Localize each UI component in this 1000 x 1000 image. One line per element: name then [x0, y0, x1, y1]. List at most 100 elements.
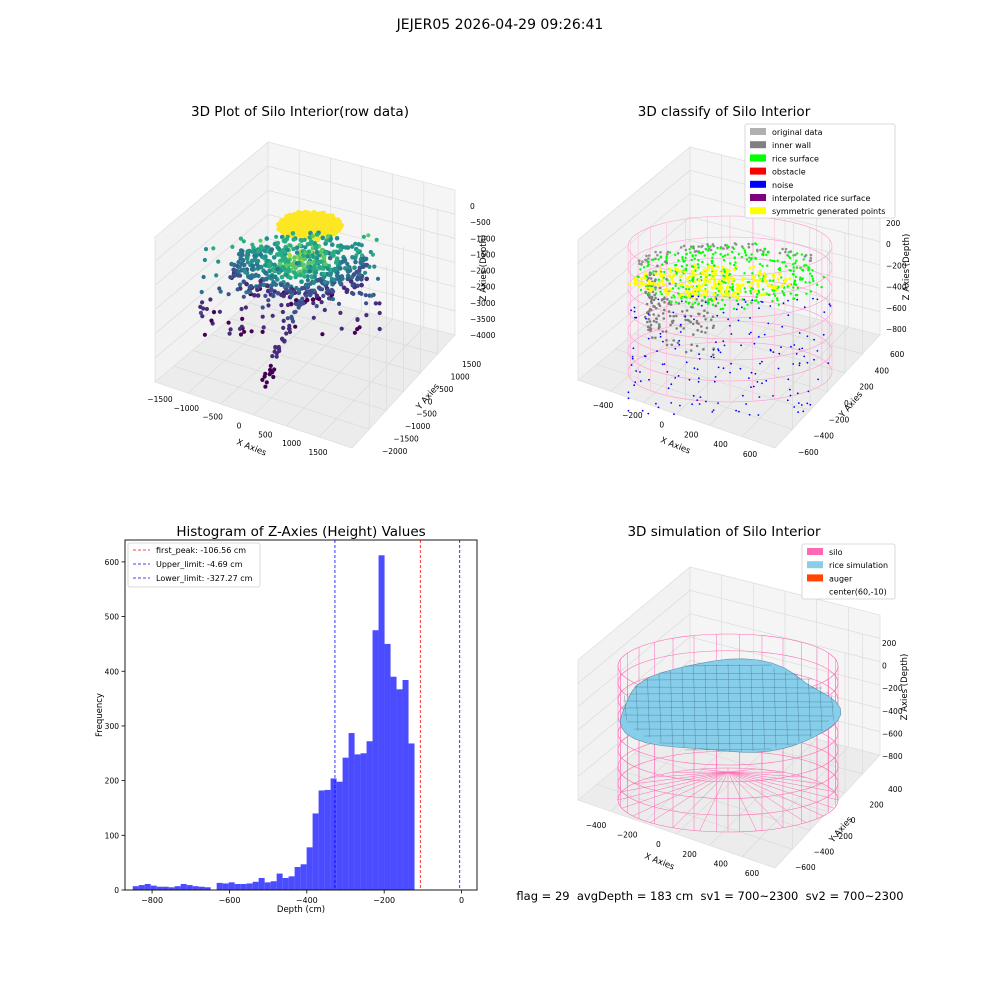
inner-wall-point: [781, 247, 784, 251]
data-point: [321, 293, 326, 298]
rice-surface-point: [804, 281, 807, 284]
data-point: [345, 276, 351, 282]
data-point: [323, 261, 328, 267]
symmetric-point: [690, 274, 694, 277]
rice-surface-point: [751, 272, 754, 275]
data-point: [315, 256, 320, 261]
rice-surface-point: [777, 268, 780, 271]
symmetric-point: [764, 274, 768, 278]
legend-label: Upper_limit: -4.69 cm: [156, 560, 243, 569]
data-point: [320, 226, 326, 232]
data-point: [200, 300, 205, 305]
rice-surface-point: [766, 264, 769, 267]
symmetric-point: [752, 265, 756, 269]
data-point: [318, 249, 324, 255]
rice-surface-point: [721, 298, 724, 302]
symmetric-point: [725, 285, 729, 289]
silo-floor-spoke: [727, 771, 824, 817]
inner-wall-point: [652, 304, 655, 308]
data-point: [240, 252, 245, 257]
inner-wall-point: [676, 341, 680, 345]
x-tick-label: −400: [586, 821, 607, 830]
y-tick-label: 200: [869, 801, 884, 810]
histogram-bar: [156, 886, 163, 890]
data-point: [237, 282, 243, 287]
data-point: [314, 293, 320, 299]
inner-wall-point: [656, 253, 659, 257]
data-point: [286, 259, 291, 264]
inner-wall-point: [762, 250, 765, 253]
noise-point: [672, 311, 675, 314]
inner-wall-point: [653, 279, 657, 283]
z-tick-label: −600: [886, 304, 907, 313]
data-point: [218, 289, 223, 294]
data-point: [238, 236, 243, 241]
silo-floor-spoke: [727, 771, 757, 832]
symmetric-point: [734, 291, 738, 295]
classify-legend: original data inner wall rice surface obsta…: [744, 123, 896, 219]
silo-floor-spoke: [727, 771, 824, 785]
noise-point: [722, 340, 725, 343]
data-point: [352, 330, 357, 335]
data-point: [313, 224, 319, 230]
rice-surface-point: [740, 255, 744, 259]
inner-wall-point: [669, 303, 673, 306]
symmetric-point: [742, 277, 745, 281]
rice-surface-point: [729, 286, 732, 289]
data-point: [245, 249, 250, 254]
noise-point: [730, 362, 732, 365]
rice-surface-point: [721, 307, 725, 310]
data-point: [292, 255, 297, 260]
noise-point: [631, 355, 634, 358]
histogram-bar: [366, 741, 373, 890]
histogram-legend: first_peak: -106.56 cm Upper_limit: -4.69…: [127, 542, 261, 588]
z-axis-label: Z Axies (Depth): [900, 654, 910, 721]
rice-surface-point: [685, 264, 689, 267]
data-point: [308, 241, 313, 246]
rice-surface-point: [663, 270, 666, 274]
rice-surface-point: [684, 267, 688, 271]
rice-surface-point: [792, 266, 795, 269]
noise-point: [767, 322, 770, 325]
rice-surface-point: [809, 290, 813, 293]
symmetric-point: [660, 280, 664, 284]
data-point: [360, 264, 366, 270]
noise-point: [699, 396, 702, 398]
data-point: [256, 273, 261, 278]
noise-point: [647, 313, 650, 315]
noise-point: [670, 402, 673, 404]
symmetric-point: [678, 283, 682, 287]
data-point: [321, 256, 327, 261]
noise-point: [700, 304, 703, 307]
data-point: [311, 280, 316, 285]
noise-point: [803, 355, 806, 358]
data-point: [264, 380, 269, 385]
rice-surface-point: [769, 259, 772, 262]
rice-surface-point: [728, 296, 731, 299]
data-point: [308, 288, 313, 293]
rice-mesh-line: [659, 742, 797, 745]
inner-wall-point: [696, 328, 699, 332]
data-point: [272, 349, 277, 354]
symmetric-point: [702, 289, 706, 293]
inner-wall-point: [665, 343, 669, 347]
data-point: [228, 275, 233, 280]
data-point: [281, 325, 286, 330]
data-point: [336, 250, 341, 255]
symmetric-point: [633, 282, 637, 286]
rice-surface-point: [719, 307, 722, 311]
rice-surface-point: [791, 263, 795, 266]
symmetric-point: [717, 286, 721, 290]
inner-wall-point: [654, 270, 658, 274]
silo-floor-spoke: [727, 771, 835, 792]
data-point: [274, 354, 279, 359]
x-tick-label: 0: [459, 896, 464, 905]
noise-point: [760, 300, 763, 303]
inner-wall-point: [654, 336, 657, 340]
data-point: [202, 332, 207, 337]
rice-surface-point: [792, 282, 796, 286]
z-tick-label: 0: [470, 202, 475, 211]
data-point: [301, 301, 306, 306]
histogram-bar: [288, 876, 295, 890]
data-point: [327, 255, 333, 261]
